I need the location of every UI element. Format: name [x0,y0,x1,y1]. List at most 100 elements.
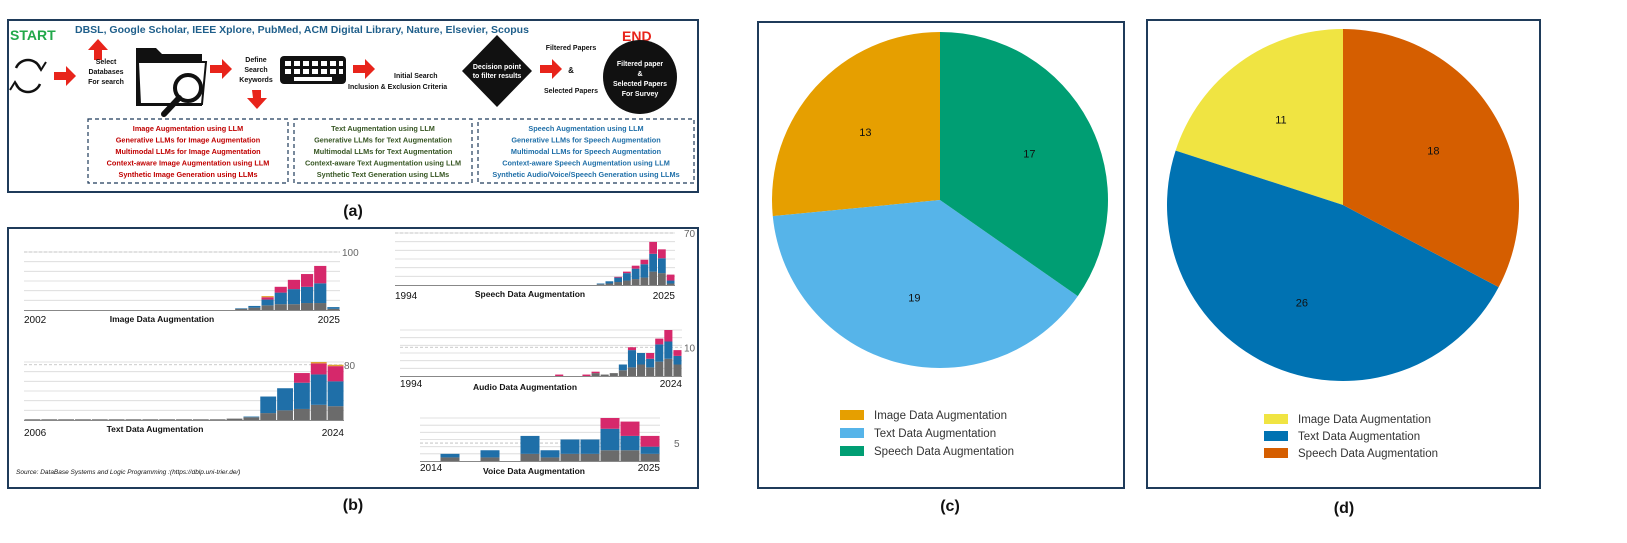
bar-grey-19 [261,305,274,310]
bar-blue-18 [248,305,261,308]
bar-blue-18 [310,374,327,405]
pie-d-slice-1 [1175,29,1343,205]
pie-d-legend-swatch-3 [1264,448,1288,458]
bar-pink-22 [301,274,314,287]
bar-pink-19 [327,366,344,382]
bar-grey-6 [108,419,125,420]
text-keyword-list: Text Augmentation using LLM Generative LL… [305,124,461,179]
bar-amber-19 [327,364,344,367]
bar-pink-17 [293,373,310,383]
bar-grey-29 [655,361,664,376]
pie-c-slice-value-2: 19 [908,293,920,305]
caption-b: (b) [343,497,363,514]
databases-text: DBSL, Google Scholar, IEEE Xplore, PubMe… [75,24,529,36]
mini-chart-5: 5 2014 2025 Voice Data Augmentation [420,417,680,476]
bar-grey-31 [673,364,682,376]
end-line-2: & [637,71,642,78]
bar-grey-28 [646,367,655,376]
speech-keywords-box [477,118,695,184]
bar-blue-19 [261,299,274,306]
criteria-label: Inclusion & Exclusion Criteria [348,84,447,91]
image-keyword-1: Image Augmentation using LLM [133,124,243,133]
bar-pink-26 [627,347,637,351]
bar-pink-10 [600,418,620,429]
panel-a-frame [7,19,699,193]
arrow-up [88,39,108,60]
image-keyword-list: Image Augmentation using LLM Generative L… [107,124,270,179]
bar-grey-18 [310,404,327,420]
bar-pink-28 [631,265,640,269]
bar-grey-15 [260,413,277,420]
pie-c-legend-swatch-3 [840,446,864,456]
x-end-label: 2025 [318,315,341,326]
bar-grey-22 [591,373,600,376]
pie-d-slice-value-1: 11 [1275,115,1286,127]
bar-pink-27 [623,271,631,274]
bar-blue-4 [480,450,500,458]
x-start-label: 2006 [24,428,47,439]
mini-chart-title: Speech Data Augmentation [475,289,585,299]
bar-pink-11 [620,421,640,436]
pie-c-legend-swatch-1 [840,410,864,420]
bar-grey-26 [627,367,637,376]
bar-grey-18 [248,307,261,310]
panel-d: 11 26 18 Image Data Augmentation Text Data A… [1146,19,1541,489]
mini-chart-2: 70 1994 2025 Speech Data Augmentation [395,229,696,302]
bar-blue-29 [655,344,664,362]
define-line-3: Keywords [239,77,273,84]
x-start-label: 1994 [395,291,418,302]
end-line-4: For Survey [622,91,659,98]
image-keyword-5: Synthetic Image Generation using LLMs [118,170,257,179]
folder-search-icon [136,48,208,117]
bar-blue-19 [327,381,344,407]
bar-grey-13 [226,418,243,420]
pie-c-legend-swatch-2 [840,428,864,438]
bar-grey-32 [666,283,675,285]
bar-pink-29 [655,338,664,345]
bar-grey-22 [301,303,314,310]
reference-label: 80 [344,361,356,372]
bar-grey-8 [142,419,159,420]
bar-blue-8 [560,439,580,454]
pie-c-legend-label-2: Text Data Augmentation [874,428,996,440]
pie-chart-c: 13 19 17 Image Data Augmentation Text Data A… [772,32,1108,458]
define-line-1: Define [245,57,267,64]
bar-grey-4 [75,419,91,420]
bar-grey-11 [192,419,209,420]
end-line-3: Selected Papers [613,81,667,88]
x-end-label: 2025 [653,291,676,302]
bar-pink-30 [664,330,673,342]
text-keyword-1: Text Augmentation using LLM [331,124,435,133]
bar-blue-24 [596,283,605,285]
bar-grey-7 [125,419,142,420]
arrow-right-1 [54,66,76,86]
bar-grey-28 [631,279,640,285]
text-keyword-5: Synthetic Text Generation using LLMs [317,170,449,179]
text-keywords-box [293,118,473,184]
bar-pink-19 [261,297,274,300]
text-keyword-2: Generative LLMs for Text Augmentation [314,136,452,145]
bar-pink-31 [658,249,666,259]
bar-blue-31 [658,258,666,274]
bar-blue-12 [640,446,660,454]
text-keyword-3: Multimodal LLMs for Text Augmentation [314,147,453,156]
select-line-2: Databases [88,69,123,76]
bar-pink-30 [649,241,657,254]
keyboard-icon [280,56,346,84]
pie-c-legend-label-1: Image Data Augmentation [874,410,1007,422]
end-line-1: Filtered paper [617,61,664,68]
bar-grey-1 [24,419,41,420]
x-end-label: 2024 [322,428,345,439]
pie-c-slice-3 [940,32,1108,297]
bar-blue-28 [646,358,655,368]
pie-d-legend-label-3: Speech Data Augmentation [1298,448,1438,460]
pie-c-slice-1 [772,32,940,217]
bar-pink-31 [673,350,682,356]
bar-pink-18 [310,363,327,375]
bar-pink-18 [555,374,564,376]
x-end-label: 2024 [660,379,683,390]
reference-label: 5 [674,439,680,450]
bar-grey-16 [277,410,293,420]
x-end-label: 2025 [638,463,661,474]
